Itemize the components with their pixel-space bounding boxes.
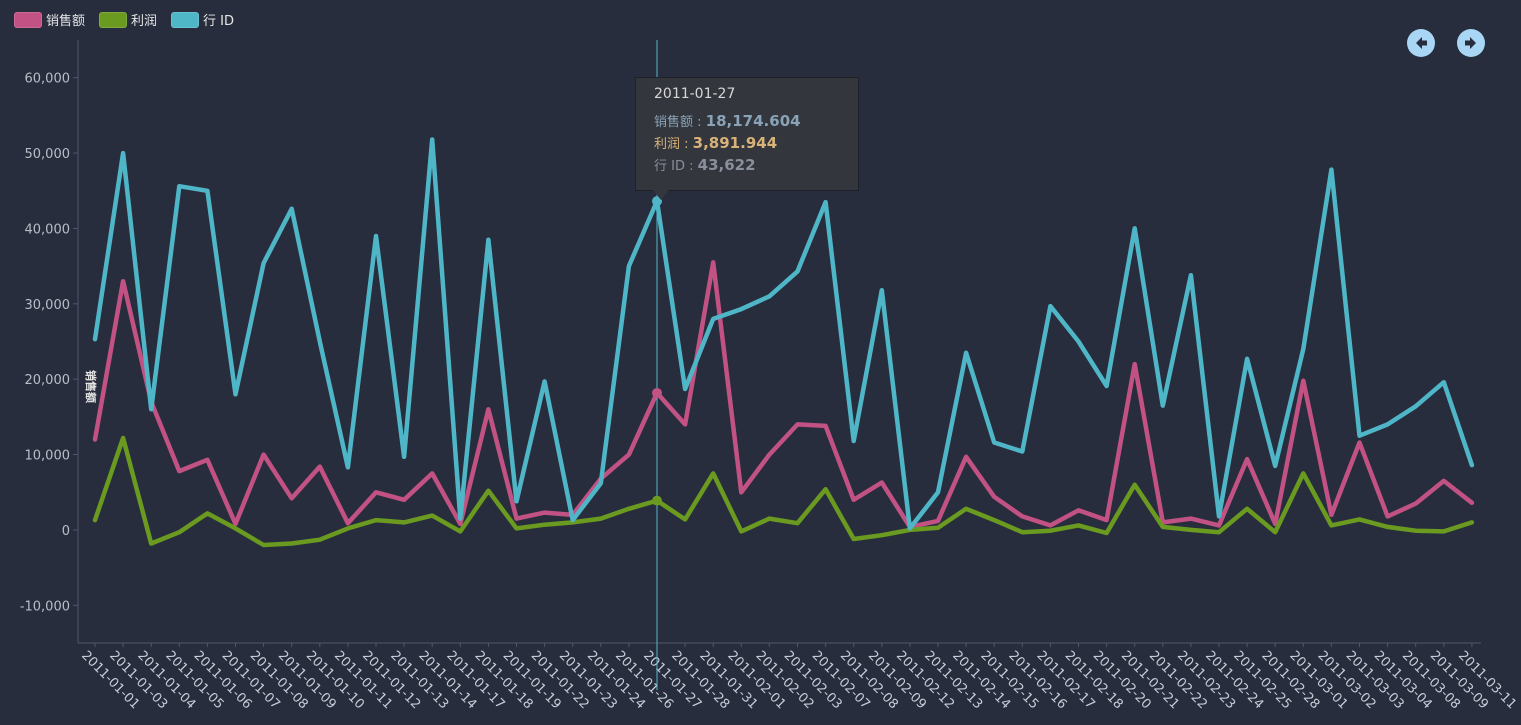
y-tick-label: -10,000 <box>20 599 70 614</box>
y-tick-label: 60,000 <box>25 72 71 87</box>
arrow-left-icon <box>1416 37 1427 49</box>
tooltip-row-row-id: 行 ID : 43,622 <box>654 155 840 177</box>
y-tick-label: 10,000 <box>25 449 71 464</box>
legend-swatch-profit <box>99 11 128 28</box>
legend-item-profit[interactable]: 利润 <box>99 10 157 29</box>
tooltip-label-profit: 利润 <box>654 137 681 152</box>
y-tick-label: 40,000 <box>25 222 71 237</box>
y-tick-label: 50,000 <box>25 147 71 162</box>
tooltip-value-sales: 18,174.604 <box>705 112 801 130</box>
tooltip-caret <box>653 190 669 200</box>
tooltip-date: 2011-01-27 <box>654 86 736 102</box>
tooltip-sep-row-id: : <box>684 159 698 174</box>
arrow-right-icon <box>1465 37 1476 49</box>
legend-label-profit: 利润 <box>131 14 158 29</box>
tooltip-label-sales: 销售额 <box>654 115 694 130</box>
tooltip-label-row-id: 行 ID <box>654 159 685 174</box>
legend-swatch-row-id <box>171 11 200 28</box>
y-axis-title: 销售额 <box>84 370 98 403</box>
tooltip-sep-sales: : <box>693 115 706 130</box>
legend-item-sales[interactable]: 销售额 <box>14 10 85 29</box>
tooltip-row-profit: 利润 : 3,891.944 <box>654 133 840 155</box>
legend-item-row-id[interactable]: 行 ID <box>171 10 234 29</box>
series-line-2 <box>92 137 1475 531</box>
tooltip-sep-profit: : <box>680 137 693 152</box>
legend-label-sales: 销售额 <box>46 14 86 29</box>
highlight-point-1 <box>652 495 662 506</box>
legend-swatch-sales <box>14 11 42 28</box>
legend: 销售额 利润 行 ID <box>14 10 234 29</box>
tooltip-value-profit: 3,891.944 <box>692 134 778 152</box>
prev-page-button[interactable] <box>1407 29 1435 57</box>
data-tooltip: 2011-01-27 销售额 : 18,174.604 利润 : 3,891.9… <box>635 77 859 200</box>
legend-label-row-id: 行 ID <box>203 14 235 29</box>
highlight-point-0 <box>652 387 662 398</box>
y-tick-label: 30,000 <box>25 298 71 313</box>
next-page-button[interactable] <box>1457 29 1485 57</box>
series-line-1 <box>92 435 1475 548</box>
series-lines <box>92 137 1475 548</box>
tooltip-row-sales: 销售额 : 18,174.604 <box>654 111 840 133</box>
y-tick-label: 20,000 <box>25 373 71 388</box>
series-line-0 <box>92 260 1475 530</box>
tooltip-value-row-id: 43,622 <box>697 156 756 174</box>
y-tick-label: 0 <box>62 524 70 539</box>
